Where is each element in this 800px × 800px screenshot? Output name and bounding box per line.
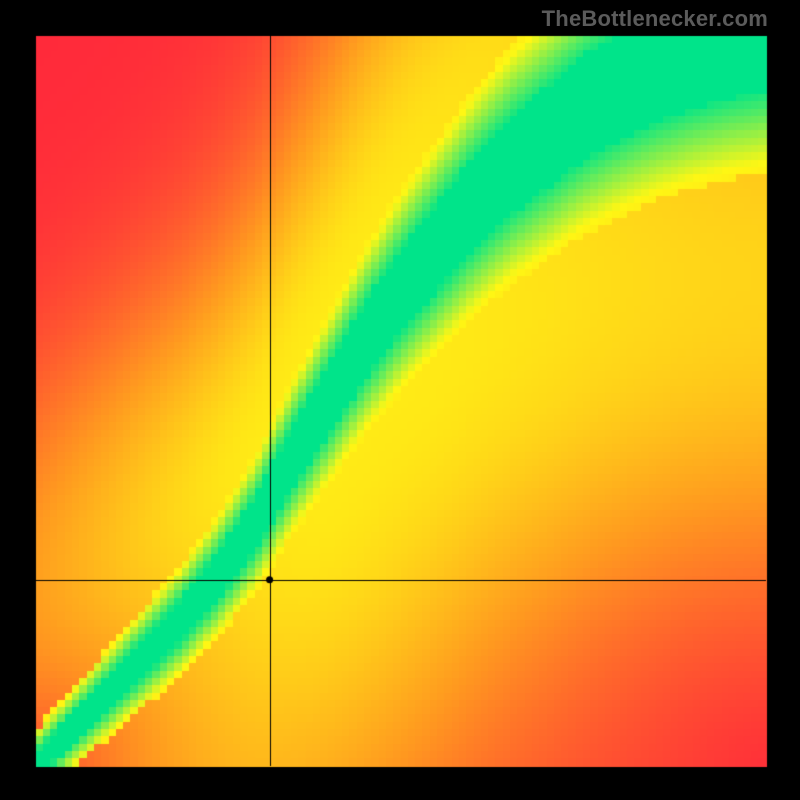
- chart-container: TheBottlenecker.com: [0, 0, 800, 800]
- heatmap-canvas: [0, 0, 800, 800]
- watermark-text: TheBottlenecker.com: [542, 6, 768, 32]
